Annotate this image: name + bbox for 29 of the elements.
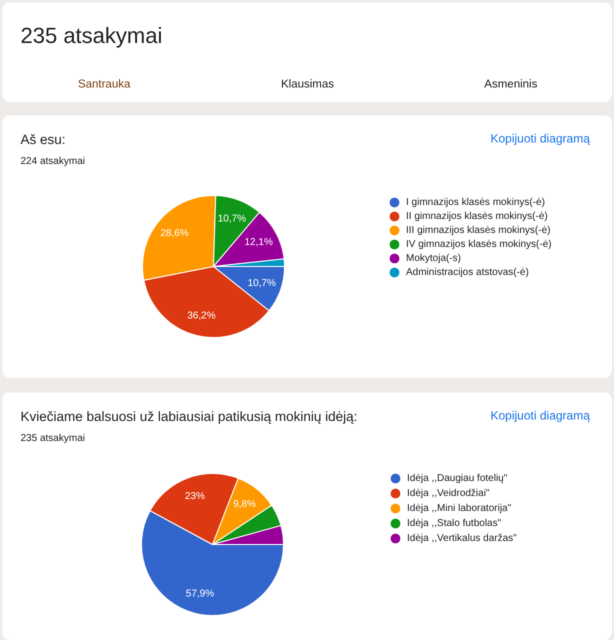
legend-label: IV gimnazijos klasės mokinys(-ė) xyxy=(406,238,552,250)
legend-label: Idėja ,,Vertikalus daržas" xyxy=(407,532,517,546)
data-label: 9,8% xyxy=(233,499,256,510)
chart-title: Aš esu: xyxy=(20,132,66,147)
legend-label: Idėja ,,Daugiau fotelių" xyxy=(407,472,508,486)
data-label: 12,1% xyxy=(244,237,273,248)
text: 235 atsakymai xyxy=(20,433,85,444)
legend-label: Mokytoja(-s) xyxy=(406,252,462,264)
data-label: 28,6% xyxy=(160,228,189,239)
data-label: 57,9% xyxy=(186,588,214,600)
text: Kopijuoti diagramą xyxy=(490,408,590,422)
text: Klausimas xyxy=(280,78,334,90)
legend-label: Idėja ,,Mini laboratorija" xyxy=(407,502,512,516)
text: 235 atsakymai xyxy=(20,23,162,48)
legend-label: II gimnazijos klasės mokinys(-ė) xyxy=(406,210,548,222)
legend-label: Idėja ,,Stalo futbolas" xyxy=(407,516,502,530)
data-label: 36,2% xyxy=(187,310,216,322)
text: Kopijuoti diagramą xyxy=(490,132,590,146)
data-label: 23% xyxy=(184,491,205,502)
legend-label: Idėja ,,Veidrodžiai" xyxy=(407,486,490,500)
chart-title: Kviečiame balsuosi už labiausiai patikusią mokinių idėją: xyxy=(20,409,358,424)
text: 224 atsakymai xyxy=(20,156,85,167)
legend-label: I gimnazijos klasės mokinys(-ė) xyxy=(406,196,545,208)
text: Asmeninis xyxy=(484,78,538,90)
data-label: 10,7% xyxy=(218,213,246,224)
data-label: 10,7% xyxy=(248,278,276,289)
legend-label: III gimnazijos klasės mokinys(-ė) xyxy=(406,224,550,236)
legend-label: Administracijos atstovas(-ė) xyxy=(406,266,529,278)
text: Santrauka xyxy=(78,78,131,90)
